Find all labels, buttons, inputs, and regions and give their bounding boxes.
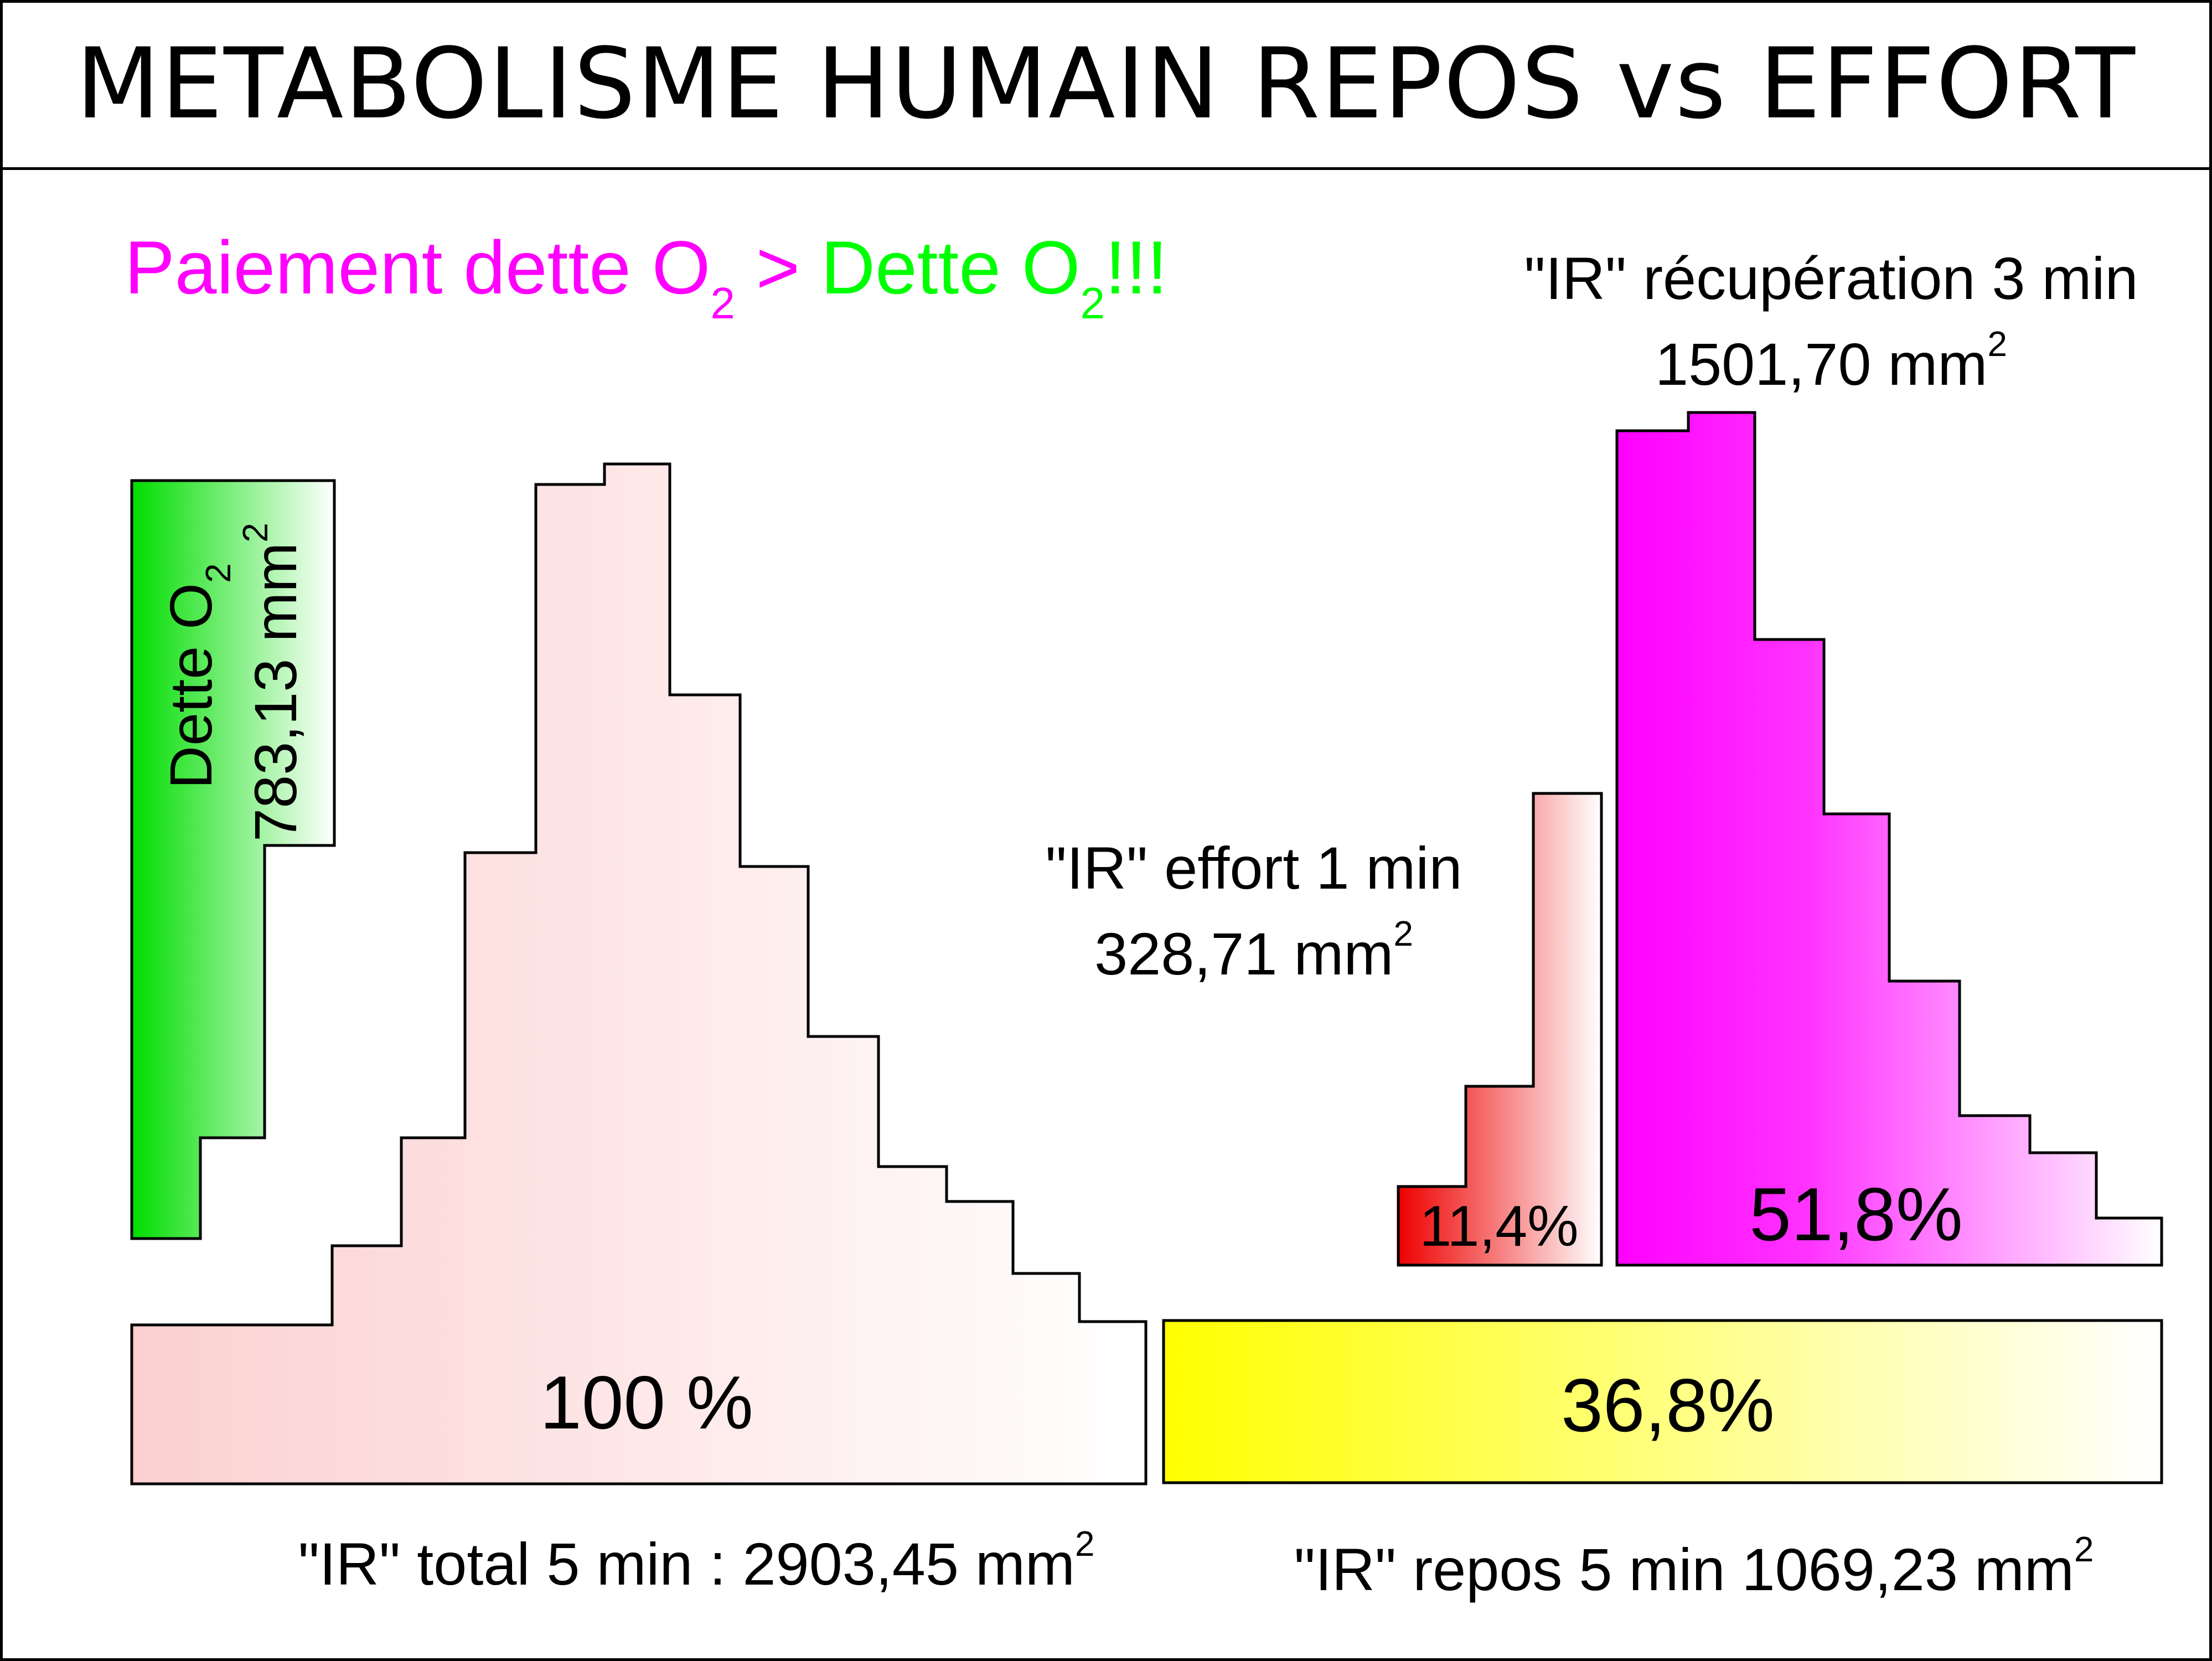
title-bar: METABOLISME HUMAIN REPOS vs EFFORT — [0, 0, 2212, 170]
total-ir-shape — [130, 462, 1148, 1485]
headline-gt: > — [735, 225, 821, 309]
dette-o2-shape — [130, 479, 336, 1240]
dette-label: Dette O2 — [157, 563, 238, 789]
headline-debt-end: !!! — [1105, 225, 1167, 309]
dette-value: 783,13 mm2 — [235, 523, 309, 842]
recuperation-label-sup: 2 — [1987, 324, 2007, 364]
total-percent: 100 % — [540, 1360, 753, 1445]
headline: Paiement dette O2 > Dette O2!!! — [125, 225, 1167, 328]
effort-label-line1: "IR" effort 1 min — [1046, 834, 1462, 901]
headline-debt: Dette O — [821, 225, 1081, 309]
effort-ir-shape — [1397, 792, 1603, 1267]
headline-payment: Paiement dette O — [125, 225, 710, 309]
dette-value-sup: 2 — [235, 523, 275, 543]
recuperation-percent: 51,8% — [1749, 1172, 1963, 1256]
total-caption: "IR" total 5 min : 2903,45 mm2 — [298, 1524, 1095, 1597]
repos-percent: 36,8% — [1561, 1363, 1775, 1447]
repos-caption: "IR" repos 5 min 1069,23 mm2 — [1294, 1529, 2094, 1603]
page-title: METABOLISME HUMAIN REPOS vs EFFORT — [76, 27, 2136, 141]
headline-debt-sub: 2 — [1081, 278, 1105, 328]
dette-label-sub: 2 — [198, 563, 238, 583]
total-caption-sup: 2 — [1075, 1524, 1095, 1564]
recuperation-label-line2: 1501,70 mm2 — [1655, 324, 2007, 398]
repos-caption-sup: 2 — [2074, 1529, 2094, 1569]
effort-label-line2: 328,71 mm2 — [1094, 914, 1413, 987]
recuperation-ir-shape — [1615, 411, 2163, 1267]
repos-ir-shape — [1162, 1319, 2163, 1484]
effort-label-sup: 2 — [1393, 914, 1413, 953]
effort-percent: 11,4% — [1419, 1194, 1578, 1258]
headline-payment-sub: 2 — [710, 278, 735, 328]
recuperation-label-line1: "IR" récupération 3 min — [1524, 245, 2138, 312]
